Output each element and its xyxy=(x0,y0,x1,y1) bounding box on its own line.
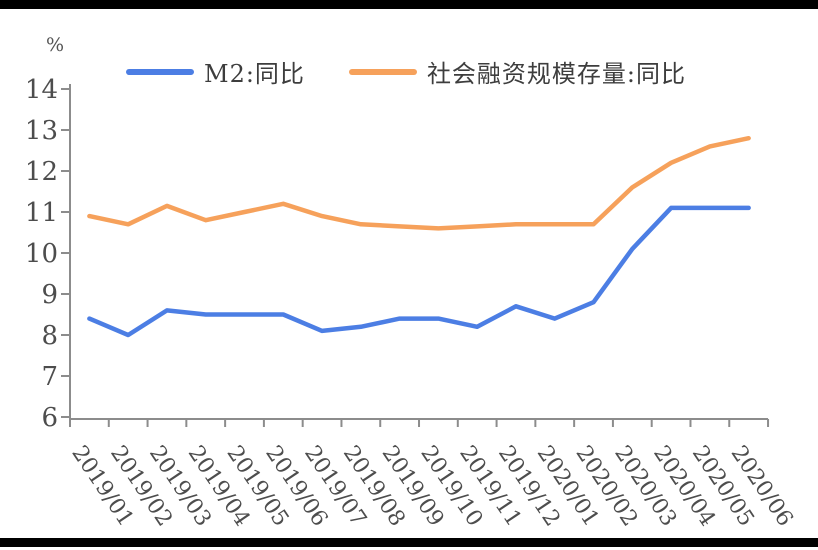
legend-label-m2: M2:同比 xyxy=(204,60,305,88)
y-tick-label: 10 xyxy=(25,239,58,269)
y-tick-label: 13 xyxy=(25,116,58,146)
series-line-1 xyxy=(87,135,751,231)
y-tick-label: 14 xyxy=(25,75,58,105)
legend: M2:同比 社会融资规模存量:同比 xyxy=(126,54,686,89)
y-tick-label: 7 xyxy=(41,362,58,392)
legend-label-social-financing: 社会融资规模存量:同比 xyxy=(426,60,687,88)
y-tick-label: 11 xyxy=(25,198,58,228)
y-axis-unit-label: % xyxy=(46,34,65,56)
series-line-0 xyxy=(87,205,751,338)
y-tick-label: 12 xyxy=(25,157,58,187)
legend-item-social-financing: 社会融资规模存量:同比 xyxy=(348,54,687,89)
y-tick-label: 6 xyxy=(41,403,58,433)
top-border-bar xyxy=(0,0,818,9)
y-tick-label: 8 xyxy=(41,321,58,351)
legend-item-m2: M2:同比 xyxy=(126,54,305,89)
bottom-border-bar xyxy=(0,538,818,547)
m2-line-swatch xyxy=(126,68,194,75)
y-tick-label: 9 xyxy=(41,280,58,310)
social-financing-line-swatch xyxy=(348,68,417,75)
